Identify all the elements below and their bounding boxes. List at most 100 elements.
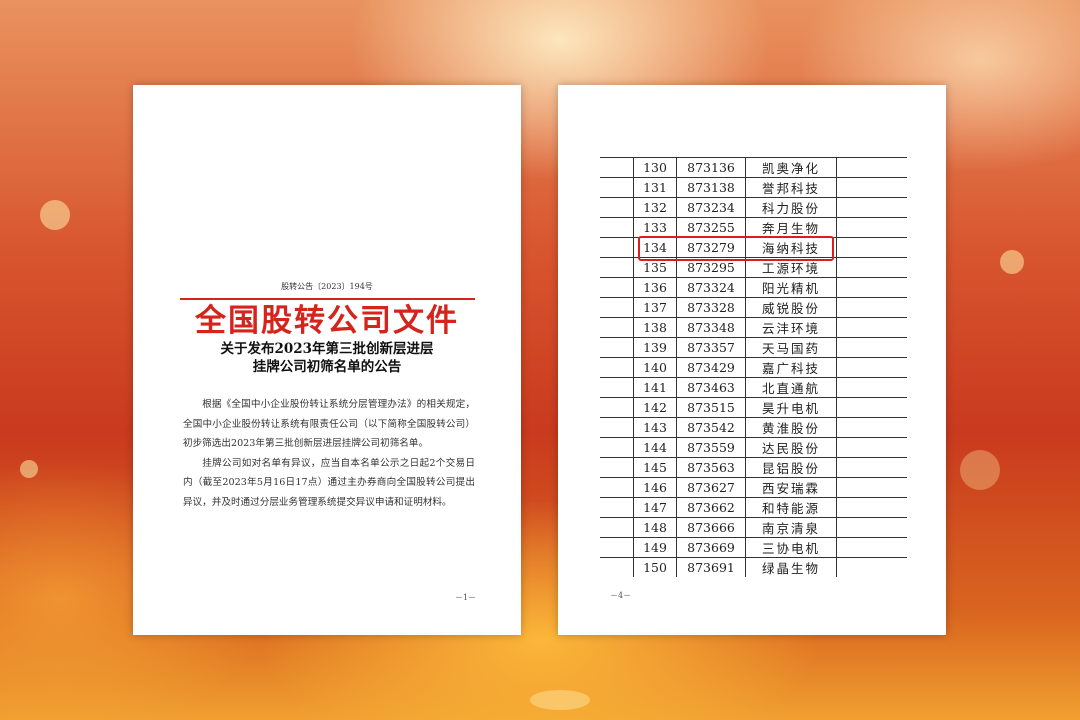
company-list-table: 130 873136 凯奥净化 131 873138 誉邦科技 132 873234 科力股份 1… — [600, 157, 907, 577]
table-row: 139 873357 天马国药 — [600, 337, 907, 358]
blank-cell — [836, 557, 907, 577]
blank-cell — [600, 237, 634, 258]
blank-cell — [836, 337, 907, 358]
table-row: 132 873234 科力股份 — [600, 197, 907, 218]
table-row: 149 873669 三协电机 — [600, 537, 907, 558]
seq-cell: 148 — [633, 517, 677, 538]
code-cell: 873348 — [676, 317, 746, 338]
table-row: 136 873324 阳光精机 — [600, 277, 907, 298]
table-row: 133 873255 奔月生物 — [600, 217, 907, 238]
blank-cell — [600, 457, 634, 478]
table-row: 138 873348 云沣环境 — [600, 317, 907, 338]
blank-cell — [836, 497, 907, 518]
blank-cell — [600, 177, 634, 198]
blank-cell — [836, 177, 907, 198]
blank-cell — [836, 277, 907, 298]
document-title: 全国股转公司文件 — [195, 303, 459, 339]
name-cell: 嘉广科技 — [745, 357, 837, 378]
seq-cell: 144 — [633, 437, 677, 458]
paragraph: 挂牌公司如对名单有异议，应当自本名单公示之日起2个交易日内（截至2023年5月1… — [183, 457, 475, 508]
seq-cell: 142 — [633, 397, 677, 418]
code-cell: 873324 — [676, 277, 746, 298]
name-cell: 昊升电机 — [745, 397, 837, 418]
seq-cell: 138 — [633, 317, 677, 338]
name-cell: 誉邦科技 — [745, 177, 837, 198]
table-row: 142 873515 昊升电机 — [600, 397, 907, 418]
blank-cell — [600, 377, 634, 398]
seq-cell: 145 — [633, 457, 677, 478]
heading-line-2: 挂牌公司初筛名单的公告 — [252, 359, 402, 375]
blank-cell — [836, 237, 907, 258]
name-cell: 三协电机 — [745, 537, 837, 558]
blank-cell — [836, 217, 907, 238]
name-cell: 天马国药 — [745, 337, 837, 358]
code-cell: 873542 — [676, 417, 746, 438]
blank-cell — [600, 357, 634, 378]
code-cell: 873295 — [676, 257, 746, 278]
name-cell: 西安瑞霖 — [745, 477, 837, 498]
table-row: 145 873563 昆铝股份 — [600, 457, 907, 478]
blank-cell — [600, 217, 634, 238]
blank-cell — [600, 437, 634, 458]
blank-cell — [600, 257, 634, 278]
document-number: 股转公告〔2023〕194号 — [281, 282, 373, 291]
blank-cell — [836, 357, 907, 378]
blank-cell — [836, 517, 907, 538]
code-cell: 873357 — [676, 337, 746, 358]
blank-cell — [836, 377, 907, 398]
seq-cell: 137 — [633, 297, 677, 318]
code-cell: 873559 — [676, 437, 746, 458]
seq-cell: 136 — [633, 277, 677, 298]
name-cell: 云沣环境 — [745, 317, 837, 338]
page-number: －1－ — [455, 593, 477, 602]
name-cell: 黄淮股份 — [745, 417, 837, 438]
seq-cell: 143 — [633, 417, 677, 438]
table-row: 150 873691 绿晶生物 — [600, 557, 907, 577]
table-row: 146 873627 西安瑞霖 — [600, 477, 907, 498]
blank-cell — [600, 497, 634, 518]
seq-cell: 141 — [633, 377, 677, 398]
name-cell: 北直通航 — [745, 377, 837, 398]
seq-cell: 139 — [633, 337, 677, 358]
blank-cell — [600, 477, 634, 498]
announcement-heading: 关于发布2023年第三批创新层进层 挂牌公司初筛名单的公告 — [133, 340, 521, 376]
blank-cell — [600, 517, 634, 538]
code-cell: 873429 — [676, 357, 746, 378]
name-cell: 南京清泉 — [745, 517, 837, 538]
table-row: 134 873279 海纳科技 — [600, 237, 907, 258]
blank-cell — [836, 477, 907, 498]
seq-cell: 149 — [633, 537, 677, 558]
seq-cell: 150 — [633, 557, 677, 577]
blank-cell — [836, 437, 907, 458]
blank-cell — [836, 197, 907, 218]
name-cell: 绿晶生物 — [745, 557, 837, 577]
code-cell: 873666 — [676, 517, 746, 538]
blank-cell — [600, 417, 634, 438]
blank-cell — [600, 277, 634, 298]
blank-cell — [836, 537, 907, 558]
name-cell: 科力股份 — [745, 197, 837, 218]
blank-cell — [836, 417, 907, 438]
blank-cell — [600, 317, 634, 338]
seq-cell: 131 — [633, 177, 677, 198]
code-cell: 873515 — [676, 397, 746, 418]
name-cell: 昆铝股份 — [745, 457, 837, 478]
seq-cell: 146 — [633, 477, 677, 498]
page-number: －4－ — [610, 591, 632, 600]
blank-cell — [836, 257, 907, 278]
blank-cell — [836, 157, 907, 178]
code-cell: 873328 — [676, 297, 746, 318]
code-cell: 873691 — [676, 557, 746, 577]
code-cell: 873234 — [676, 197, 746, 218]
table-row: 144 873559 达民股份 — [600, 437, 907, 458]
blank-cell — [600, 537, 634, 558]
code-cell: 873669 — [676, 537, 746, 558]
blank-cell — [600, 197, 634, 218]
blank-cell — [600, 297, 634, 318]
table-row: 140 873429 嘉广科技 — [600, 357, 907, 378]
seq-cell: 147 — [633, 497, 677, 518]
code-cell: 873662 — [676, 497, 746, 518]
heading-line-1: 关于发布2023年第三批创新层进层 — [220, 341, 434, 357]
table-row: 130 873136 凯奥净化 — [600, 157, 907, 178]
name-cell: 威锐股份 — [745, 297, 837, 318]
